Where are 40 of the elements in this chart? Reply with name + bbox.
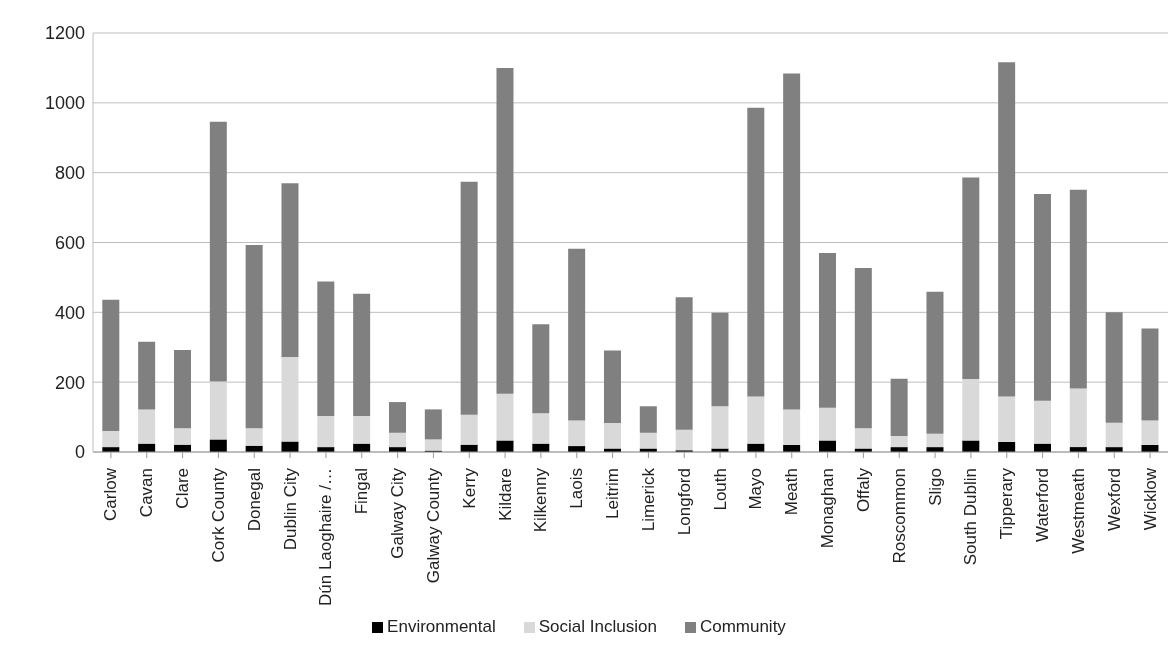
x-tick-label: Cavan xyxy=(137,468,157,518)
x-tick-label: Offaly xyxy=(853,467,873,513)
x-tick-label: Kilkenny xyxy=(531,467,551,533)
x-tick-label: Monaghan xyxy=(818,468,838,549)
x-tick-label: Limerick xyxy=(638,467,658,532)
x-tick-label: Dublin City xyxy=(280,467,300,551)
y-tick-label: 200 xyxy=(54,372,85,393)
y-tick-label: 1200 xyxy=(44,23,85,44)
x-tick-label: Fingal xyxy=(352,468,372,515)
x-tick-label: Kildare xyxy=(495,468,515,521)
x-tick-label: Carlow xyxy=(101,467,121,521)
x-tick-label: Laois xyxy=(567,468,587,509)
x-tick-label: Meath xyxy=(782,468,802,516)
x-tick-label: Wicklow xyxy=(1140,467,1160,531)
y-tick-label: 800 xyxy=(54,163,85,184)
x-tick-label: Westmeath xyxy=(1068,468,1088,554)
x-tick-label: Galway County xyxy=(423,467,443,584)
y-tick-label: 400 xyxy=(54,302,85,323)
x-tick-label: Dún Laoghaire /… xyxy=(316,468,336,606)
x-tick-label: Cork County xyxy=(208,467,228,563)
legend-label: Community xyxy=(699,617,786,636)
x-tick-label: Clare xyxy=(173,468,193,509)
x-tick-label: Kerry xyxy=(459,467,479,509)
x-tick-label: Galway City xyxy=(388,467,408,559)
y-tick-label: 1000 xyxy=(44,93,85,114)
legend-label: Social Inclusion xyxy=(538,617,657,636)
x-tick-label: Longford xyxy=(674,468,694,536)
x-tick-label: Mayo xyxy=(746,468,766,510)
x-tick-label: Tipperary xyxy=(997,467,1017,540)
y-tick-label: 600 xyxy=(54,232,85,253)
x-tick-label: Louth xyxy=(710,468,730,511)
x-tick-label: Waterford xyxy=(1033,468,1053,543)
x-tick-label: Roscommon xyxy=(889,468,909,564)
legend-label: Environmental xyxy=(387,617,496,636)
x-tick-label: Donegal xyxy=(244,468,264,532)
x-tick-label: Leitrim xyxy=(603,468,623,520)
x-tick-label: Sligo xyxy=(925,468,945,506)
x-tick-label: South Dublin xyxy=(961,468,981,566)
y-tick-label: 0 xyxy=(74,442,85,463)
x-tick-label: Wexford xyxy=(1104,468,1124,531)
